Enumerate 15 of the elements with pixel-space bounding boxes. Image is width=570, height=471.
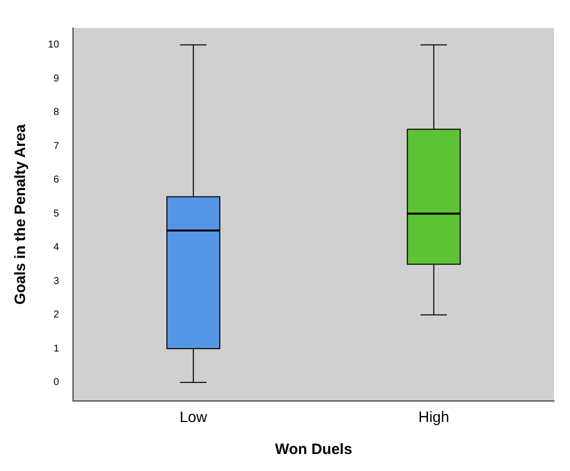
y-tick-label: 5 [54, 208, 60, 220]
y-axis-title: Goals in the Penalty Area [12, 124, 30, 305]
y-tick-label: 2 [54, 310, 60, 321]
y-tick-label: 1 [54, 343, 60, 354]
y-tick-label: 0 [54, 377, 60, 388]
x-tick-label: Low [180, 409, 208, 426]
y-tick-label: 6 [54, 174, 60, 186]
y-tick-label: 7 [54, 140, 60, 152]
y-tick-label: 3 [54, 276, 60, 287]
x-axis-title: Won Duels [274, 441, 352, 458]
y-tick-label: 9 [54, 73, 60, 84]
x-tick-label: High [418, 409, 450, 426]
y-tick-label: 4 [54, 242, 60, 254]
y-tick-label: 8 [54, 107, 60, 118]
y-tick-label: 10 [48, 40, 60, 51]
